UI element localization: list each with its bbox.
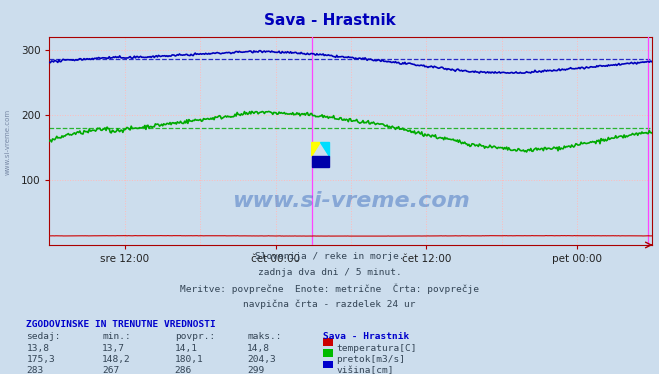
Text: 14,1: 14,1 [175, 344, 198, 353]
Text: Meritve: povprečne  Enote: metrične  Črta: povprečje: Meritve: povprečne Enote: metrične Črta:… [180, 284, 479, 294]
Text: 13,8: 13,8 [26, 344, 49, 353]
Text: min.:: min.: [102, 332, 131, 341]
Text: navpična črta - razdelek 24 ur: navpična črta - razdelek 24 ur [243, 300, 416, 309]
Text: 204,3: 204,3 [247, 355, 276, 364]
Text: 175,3: 175,3 [26, 355, 55, 364]
Text: Slovenija / reke in morje.: Slovenija / reke in morje. [255, 252, 404, 261]
Text: 180,1: 180,1 [175, 355, 204, 364]
Text: pretok[m3/s]: pretok[m3/s] [336, 355, 405, 364]
Text: temperatura[C]: temperatura[C] [336, 344, 416, 353]
Text: 286: 286 [175, 366, 192, 374]
Polygon shape [312, 156, 329, 167]
Text: sedaj:: sedaj: [26, 332, 61, 341]
Text: maks.:: maks.: [247, 332, 281, 341]
Text: 13,7: 13,7 [102, 344, 125, 353]
Text: Sava - Hrastnik: Sava - Hrastnik [264, 13, 395, 28]
Text: 299: 299 [247, 366, 264, 374]
Text: 148,2: 148,2 [102, 355, 131, 364]
Text: 14,8: 14,8 [247, 344, 270, 353]
Text: www.si-vreme.com: www.si-vreme.com [5, 109, 11, 175]
Text: Sava - Hrastnik: Sava - Hrastnik [323, 332, 409, 341]
Text: višina[cm]: višina[cm] [336, 366, 393, 374]
Text: 283: 283 [26, 366, 43, 374]
Text: povpr.:: povpr.: [175, 332, 215, 341]
Polygon shape [320, 142, 329, 156]
Text: ZGODOVINSKE IN TRENUTNE VREDNOSTI: ZGODOVINSKE IN TRENUTNE VREDNOSTI [26, 320, 216, 329]
Text: www.si-vreme.com: www.si-vreme.com [232, 191, 470, 211]
Polygon shape [312, 142, 320, 156]
Text: zadnja dva dni / 5 minut.: zadnja dva dni / 5 minut. [258, 268, 401, 277]
Text: 267: 267 [102, 366, 119, 374]
